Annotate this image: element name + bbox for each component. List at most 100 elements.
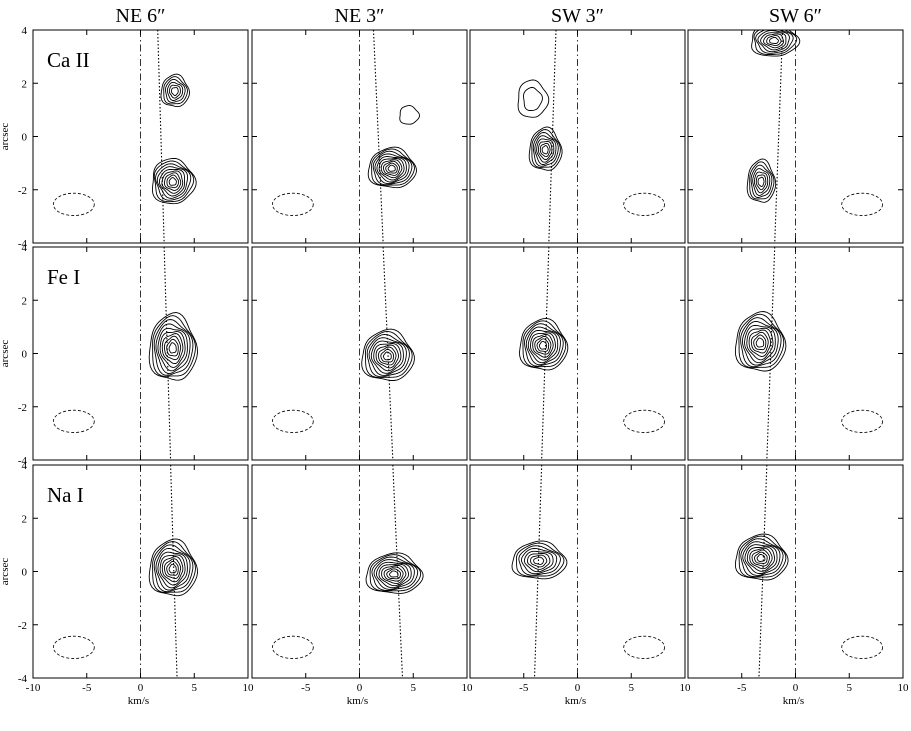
reference-line-dotted [392, 465, 404, 678]
y-tick-label: 0 [22, 349, 28, 361]
contour-level [378, 563, 409, 587]
contour-level [155, 163, 192, 201]
contour-level [532, 333, 554, 358]
beam-ellipse [623, 635, 665, 659]
contour-level [527, 329, 559, 364]
contour-level [369, 554, 422, 592]
contour-level [159, 331, 186, 368]
contour-level [372, 150, 413, 186]
contour-level [756, 554, 766, 562]
reference-line-dotted [758, 465, 768, 678]
contour-level [755, 174, 767, 191]
contour-level [389, 570, 399, 578]
contour-level [374, 153, 410, 185]
y-tick-label: 4 [22, 460, 28, 472]
contour-level [367, 146, 417, 189]
contour-level [530, 554, 548, 568]
x-tick-label: 5 [847, 682, 853, 694]
contour-level [746, 327, 774, 361]
contour-level [744, 324, 776, 364]
contour-level [750, 164, 773, 198]
contour-level [734, 311, 787, 372]
x-axis-label: km/s [128, 695, 149, 707]
contour-level [753, 30, 798, 55]
column-title: SW 3″ [551, 5, 604, 27]
y-tick-label: 2 [22, 513, 28, 525]
contour-level [523, 87, 543, 111]
contour-level [534, 335, 552, 355]
row-label: Ca II [47, 48, 90, 72]
beam-ellipse [53, 192, 95, 216]
row-label: Fe I [47, 265, 80, 289]
contour-level [375, 561, 412, 589]
beam-ellipse [841, 192, 883, 216]
contour-level [164, 172, 182, 191]
beam-ellipse [623, 192, 665, 216]
reference-line-dotted [548, 30, 557, 243]
contour-level [153, 319, 194, 376]
contour-level [752, 168, 771, 196]
contour-level [532, 132, 559, 167]
contour-level [370, 340, 404, 374]
panel-r1-c2 [469, 246, 686, 461]
contour-level [751, 549, 771, 567]
contour-level [518, 545, 561, 576]
x-tick-label: 10 [898, 682, 910, 694]
beam-ellipse [272, 192, 314, 216]
contour-level [381, 564, 407, 584]
contour-level [375, 344, 399, 369]
x-tick-label: 0 [793, 682, 799, 694]
y-tick-label: 4 [22, 242, 28, 254]
column-title: NE 6″ [116, 5, 166, 27]
contour-level [386, 568, 401, 580]
contour-level [537, 140, 553, 161]
x-tick-label: 0 [357, 682, 363, 694]
y-tick-label: -2 [18, 185, 27, 197]
contour-level [164, 335, 182, 361]
contour-level [746, 546, 776, 572]
reference-line-dotted [533, 465, 543, 678]
beam-ellipse [272, 409, 314, 433]
contour-level [750, 331, 769, 354]
panel-r1-c3 [687, 246, 904, 461]
contour-level [521, 548, 558, 575]
x-tick-label: 0 [138, 682, 144, 694]
reference-line-dotted [157, 30, 165, 243]
panel-r1-c0 [32, 246, 249, 461]
x-tick-label: -5 [737, 682, 747, 694]
contour-level [168, 563, 177, 574]
contour-level [524, 323, 564, 367]
contour-level [531, 129, 561, 168]
contour-level [734, 533, 789, 581]
contour-level [757, 30, 790, 53]
panel-r0-c0 [32, 29, 249, 244]
x-tick-label: -5 [519, 682, 529, 694]
contour-level [371, 148, 415, 186]
contour-level [533, 556, 545, 565]
contour-level [166, 81, 184, 101]
y-tick-label: -4 [18, 455, 28, 467]
contour-level [753, 334, 767, 351]
contour-level [157, 327, 188, 372]
row-label: Na I [47, 483, 84, 507]
contour-level [371, 556, 419, 591]
contour-level [763, 33, 785, 49]
contour-level [742, 541, 781, 576]
panel-r0-c1 [251, 29, 468, 244]
contour-level [373, 343, 402, 372]
x-tick-label: 10 [680, 682, 692, 694]
x-axis-label: km/s [565, 695, 586, 707]
contour-level [740, 538, 784, 578]
beam-ellipse [623, 409, 665, 433]
reference-line-dotted [372, 30, 384, 243]
beam-ellipse [841, 409, 883, 433]
reference-line-dotted [170, 465, 178, 678]
contour-level [746, 158, 777, 203]
contour-level [536, 138, 555, 163]
contour-level [522, 320, 567, 368]
contour-level [166, 174, 180, 189]
contour-level [515, 542, 565, 577]
contour-level [365, 552, 424, 594]
contour-level [523, 550, 554, 573]
contour-level [156, 166, 189, 199]
